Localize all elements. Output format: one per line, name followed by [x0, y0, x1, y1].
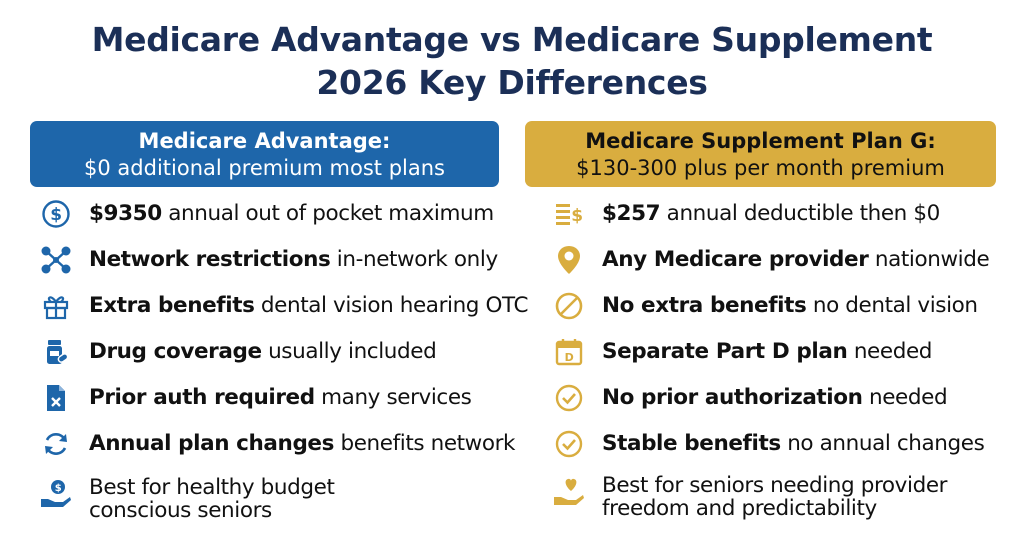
row-text: Best for seniors needing provider freedo… [602, 473, 948, 521]
supplement-header-premium: $130-300 plus per month premium [576, 156, 945, 180]
advantage-header-premium: $0 additional premium most plans [84, 156, 445, 180]
calendar-d-icon: D [551, 334, 587, 370]
row-text: no annual changes [780, 431, 985, 456]
title-line-2: 2026 Key Differences [316, 63, 708, 102]
row-text: annual out of pocket maximum [161, 201, 494, 226]
hand-heart-icon [551, 474, 587, 510]
supplement-row-no-prior-auth: No prior authorization needed [551, 379, 1021, 417]
row-text: many services [314, 385, 472, 410]
row-text: annual deductible then $0 [660, 201, 941, 226]
supplement-row-stable-benefits: Stable benefits no annual changes [551, 425, 1021, 463]
row-text: dental vision hearing OTC [254, 293, 529, 318]
dollar-circle-icon: $ [38, 196, 74, 232]
title-line-1: Medicare Advantage vs Medicare Supplemen… [91, 20, 933, 59]
row-bold: $9350 [89, 201, 162, 226]
advantage-row-annual-changes: Annual plan changes benefits network [38, 425, 516, 463]
row-bold: Drug coverage [89, 339, 262, 364]
row-bold: No prior authorization [602, 385, 863, 410]
row-text: benefits network [334, 431, 516, 456]
row-bold: Annual plan changes [89, 431, 335, 456]
svg-text:D: D [565, 351, 574, 364]
row-bold: Prior auth required [89, 385, 315, 410]
pill-bottle-icon [38, 334, 74, 370]
advantage-row-prior-auth: Prior auth required many services [38, 379, 508, 417]
row-bold: Network restrictions [89, 247, 331, 272]
page-title: Medicare Advantage vs Medicare Supplemen… [0, 18, 1024, 104]
row-text: Best for healthy budget conscious senior… [89, 475, 335, 523]
advantage-row-extra-benefits: Extra benefits dental vision hearing OTC [38, 287, 528, 325]
no-symbol-icon [551, 288, 587, 324]
supplement-row-best-for: Best for seniors needing provider freedo… [551, 474, 961, 526]
hand-coin-icon: $ [38, 476, 74, 512]
row-text: usually included [261, 339, 437, 364]
row-text: needed [862, 385, 948, 410]
check-circle-icon [551, 380, 587, 416]
location-pin-icon [551, 242, 587, 278]
supplement-row-no-extras: No extra benefits no dental vision [551, 287, 1021, 325]
row-bold: Separate Part D plan [602, 339, 848, 364]
supplement-row-any-provider: Any Medicare provider nationwide [551, 241, 1021, 279]
row-text: no dental vision [806, 293, 978, 318]
network-icon [38, 242, 74, 278]
supplement-row-part-d: D Separate Part D plan needed [551, 333, 1021, 371]
row-bold: Extra benefits [89, 293, 255, 318]
row-text: needed [847, 339, 933, 364]
row-text: nationwide [868, 247, 990, 272]
advantage-row-oop-max: $ $9350 annual out of pocket maximum [38, 195, 508, 233]
advantage-header-title: Medicare Advantage: [138, 129, 391, 153]
document-x-icon [38, 380, 74, 416]
svg-text:$: $ [55, 483, 62, 494]
row-text: in-network only [330, 247, 498, 272]
advantage-row-best-for: $ Best for healthy budget conscious seni… [38, 476, 438, 528]
money-stack-icon: $ [551, 196, 587, 232]
row-bold: No extra benefits [602, 293, 807, 318]
supplement-row-deductible: $ $257 annual deductible then $0 [551, 195, 1021, 233]
svg-text:$: $ [50, 205, 61, 225]
row-bold: Any Medicare provider [602, 247, 869, 272]
refresh-icon [38, 426, 74, 462]
check-circle-icon [551, 426, 587, 462]
row-bold: $257 [602, 201, 661, 226]
advantage-header: Medicare Advantage: $0 additional premiu… [30, 121, 499, 187]
supplement-header: Medicare Supplement Plan G: $130-300 plu… [525, 121, 996, 187]
svg-text:$: $ [571, 206, 582, 226]
supplement-header-title: Medicare Supplement Plan G: [585, 129, 936, 153]
advantage-row-drug-coverage: Drug coverage usually included [38, 333, 508, 371]
gift-icon [38, 288, 74, 324]
advantage-row-network: Network restrictions in-network only [38, 241, 508, 279]
row-bold: Stable benefits [602, 431, 781, 456]
